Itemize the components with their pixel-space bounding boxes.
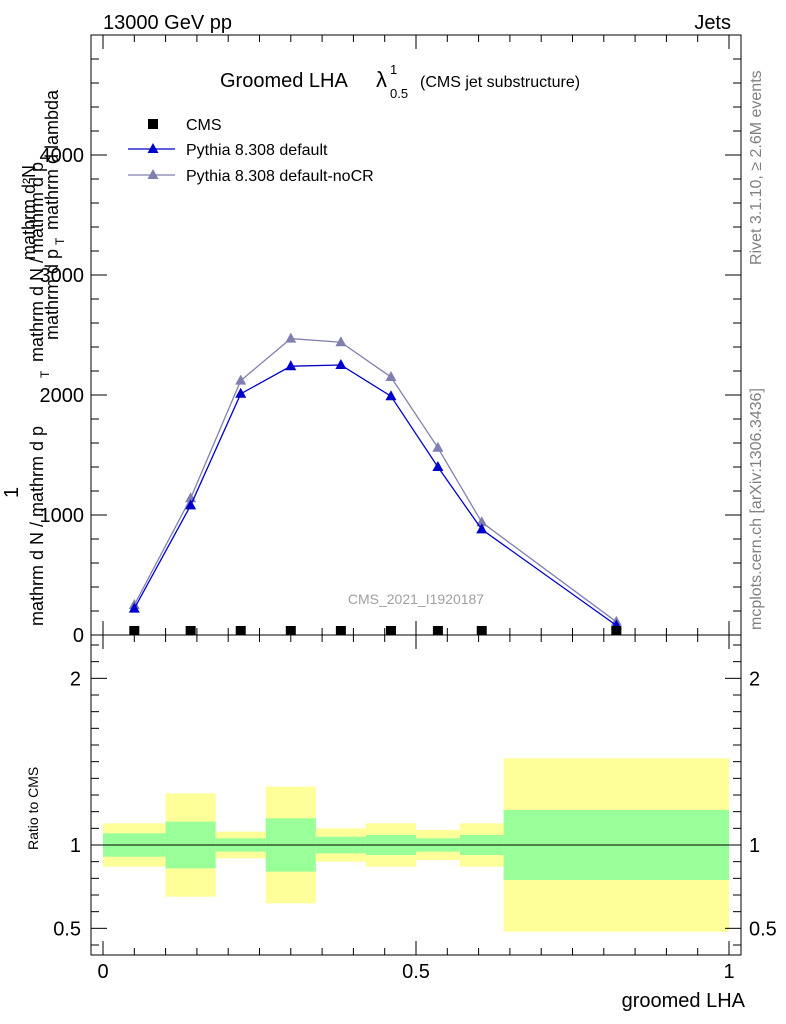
xtick-labels: 0 0.5 1	[97, 961, 734, 983]
ratio-ytick-label-right: 2	[749, 668, 760, 690]
xtick-label: 1	[723, 961, 734, 983]
ratio-axis-ticks	[91, 635, 741, 955]
cms-data-point	[476, 626, 487, 635]
legend-marker-cms	[148, 119, 158, 129]
xlabel: groomed LHA	[622, 990, 746, 1012]
ylabel-bottom-numerator: mathrm d N / mathrm d p	[27, 426, 47, 626]
series-marker-2	[285, 332, 297, 343]
main-ytick-label: 4000	[40, 145, 85, 167]
cms-data-point	[432, 626, 443, 635]
cms-data-point	[185, 626, 196, 635]
legend-label-nocr: Pythia 8.308 default-noCR	[186, 168, 374, 185]
series-marker-1	[185, 499, 197, 510]
ylabel-bottom-subscript: T	[38, 370, 52, 378]
energy-label: 13000 GeV pp	[103, 12, 232, 34]
ratio-ytick-label-right: 0.5	[749, 918, 777, 940]
ylabel-one: 1	[1, 487, 23, 498]
ratio-ytick-labels: 0.5 0.5 1 1 2 2	[53, 668, 777, 940]
analysis-watermark: CMS_2021_I1920187	[348, 591, 484, 607]
legend-marker-nocr	[147, 169, 159, 179]
category-label: Jets	[694, 12, 731, 34]
main-ytick-label: 3000	[40, 265, 85, 287]
series-line-1	[133, 364, 617, 626]
series-marker-2	[235, 374, 247, 385]
title-subscript: 0.5	[390, 86, 408, 101]
cms-data-point	[285, 626, 296, 635]
series-marker-1	[285, 360, 297, 371]
legend-marker-default	[147, 143, 159, 153]
legend-label-default: Pythia 8.308 default	[186, 142, 328, 159]
xtick-label: 0.5	[402, 961, 430, 983]
rivet-label: Rivet 3.1.10, ≥ 2.6M events	[748, 70, 765, 265]
series-marker-1	[335, 359, 347, 369]
title-main: Groomed LHA	[220, 70, 348, 92]
series-marker-1	[432, 461, 444, 471]
series-line-2	[133, 337, 617, 623]
ylabel-top-tail: mathrm d lambda	[42, 89, 62, 230]
plot-title: Groomed LHA λ 1 0.5 (CMS jet substructur…	[220, 62, 580, 101]
series-marker-1	[476, 523, 488, 534]
cms-data-point	[385, 626, 396, 635]
main-ytick-label: 0	[73, 625, 84, 647]
cms-data-point	[611, 626, 622, 635]
series-marker-2	[476, 516, 488, 527]
series-marker-1	[235, 387, 247, 398]
series-marker-2	[432, 441, 444, 452]
ylabel-top-denominator: mathrm d p	[42, 249, 62, 340]
ratio-ytick-label-left: 1	[70, 835, 81, 857]
cms-data-point	[335, 626, 346, 635]
ylabel-bottom-tail: mathrm d N / mathrm d p	[27, 162, 47, 362]
legend: CMS Pythia 8.308 default Pythia 8.308 de…	[128, 117, 374, 185]
ratio-ylabel: Ratio to CMS	[25, 767, 41, 850]
title-suffix: (CMS jet substructure)	[420, 74, 580, 91]
ratio-ytick-label-left: 2	[70, 668, 81, 690]
title-superscript: 1	[390, 62, 397, 77]
main-ylabel: mathrm d²N mathrm d p T mathrm d lambda …	[1, 89, 67, 626]
ylabel-top-subscript: T	[53, 237, 67, 245]
title-lambda: λ	[376, 67, 387, 92]
series-marker-1	[385, 390, 397, 401]
cms-data-point	[129, 626, 140, 635]
legend-label-cms: CMS	[186, 117, 222, 134]
ratio-ytick-label-right: 1	[749, 835, 760, 857]
series-layer	[128, 332, 622, 635]
main-ytick-label: 2000	[40, 385, 85, 407]
ylabel-top-numerator: mathrm d²N	[19, 165, 39, 260]
main-ytick-labels: 0 1000 2000 3000 4000	[40, 145, 85, 647]
xtick-label: 0	[97, 961, 108, 983]
series-marker-2	[385, 371, 397, 381]
mcplots-label: mcplots.cern.ch [arXiv:1306.3436]	[748, 388, 765, 630]
series-marker-1	[128, 602, 140, 613]
cms-data-point	[235, 626, 246, 635]
main-ytick-label: 1000	[40, 505, 85, 527]
ratio-ytick-label-left: 0.5	[53, 918, 81, 940]
series-marker-2	[335, 336, 347, 347]
